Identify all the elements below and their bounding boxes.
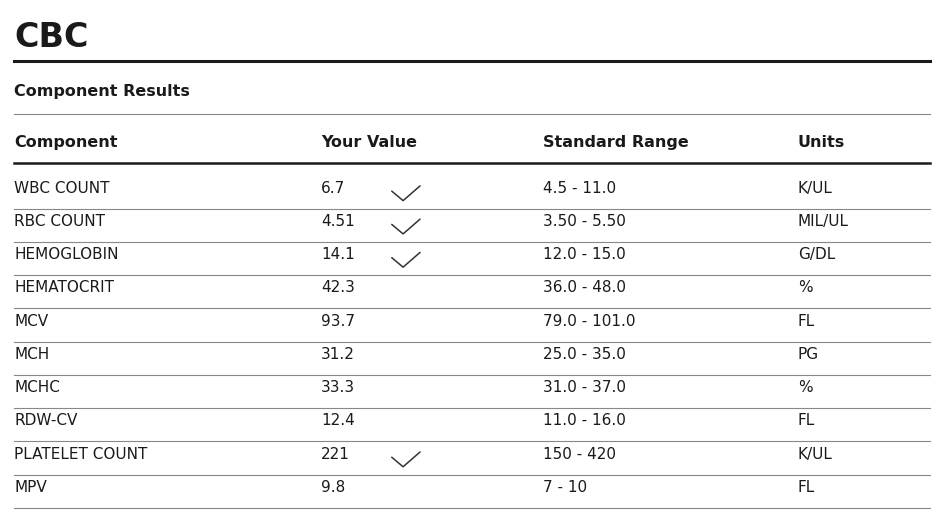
Text: HEMOGLOBIN: HEMOGLOBIN [14,247,119,262]
Text: Units: Units [798,135,845,149]
Text: K/UL: K/UL [798,181,833,195]
Text: FL: FL [798,480,815,495]
Text: FL: FL [798,314,815,328]
Text: 14.1: 14.1 [321,247,355,262]
Text: 25.0 - 35.0: 25.0 - 35.0 [543,347,626,362]
Text: 36.0 - 48.0: 36.0 - 48.0 [543,280,626,295]
Text: 7 - 10: 7 - 10 [543,480,587,495]
Text: CBC: CBC [14,21,89,54]
Text: PLATELET COUNT: PLATELET COUNT [14,447,147,461]
Text: 93.7: 93.7 [321,314,355,328]
Text: MIL/UL: MIL/UL [798,214,849,229]
Text: %: % [798,280,812,295]
Text: %: % [798,380,812,395]
Text: 6.7: 6.7 [321,181,346,195]
Text: PG: PG [798,347,818,362]
Text: 12.0 - 15.0: 12.0 - 15.0 [543,247,626,262]
Text: MCHC: MCHC [14,380,60,395]
Text: 12.4: 12.4 [321,413,355,428]
Text: 221: 221 [321,447,350,461]
Text: 4.51: 4.51 [321,214,355,229]
Text: 3.50 - 5.50: 3.50 - 5.50 [543,214,626,229]
Text: FL: FL [798,413,815,428]
Text: 42.3: 42.3 [321,280,355,295]
Text: 4.5 - 11.0: 4.5 - 11.0 [543,181,615,195]
Text: MPV: MPV [14,480,47,495]
Text: K/UL: K/UL [798,447,833,461]
Text: Standard Range: Standard Range [543,135,688,149]
Text: 11.0 - 16.0: 11.0 - 16.0 [543,413,626,428]
Text: Component Results: Component Results [14,84,190,99]
Text: 31.0 - 37.0: 31.0 - 37.0 [543,380,626,395]
Text: G/DL: G/DL [798,247,834,262]
Text: Your Value: Your Value [321,135,417,149]
Text: RBC COUNT: RBC COUNT [14,214,105,229]
Text: HEMATOCRIT: HEMATOCRIT [14,280,114,295]
Text: MCH: MCH [14,347,49,362]
Text: 9.8: 9.8 [321,480,346,495]
Text: MCV: MCV [14,314,48,328]
Text: 33.3: 33.3 [321,380,355,395]
Text: RDW-CV: RDW-CV [14,413,77,428]
Text: WBC COUNT: WBC COUNT [14,181,110,195]
Text: 79.0 - 101.0: 79.0 - 101.0 [543,314,635,328]
Text: 31.2: 31.2 [321,347,355,362]
Text: Component: Component [14,135,118,149]
Text: 150 - 420: 150 - 420 [543,447,615,461]
